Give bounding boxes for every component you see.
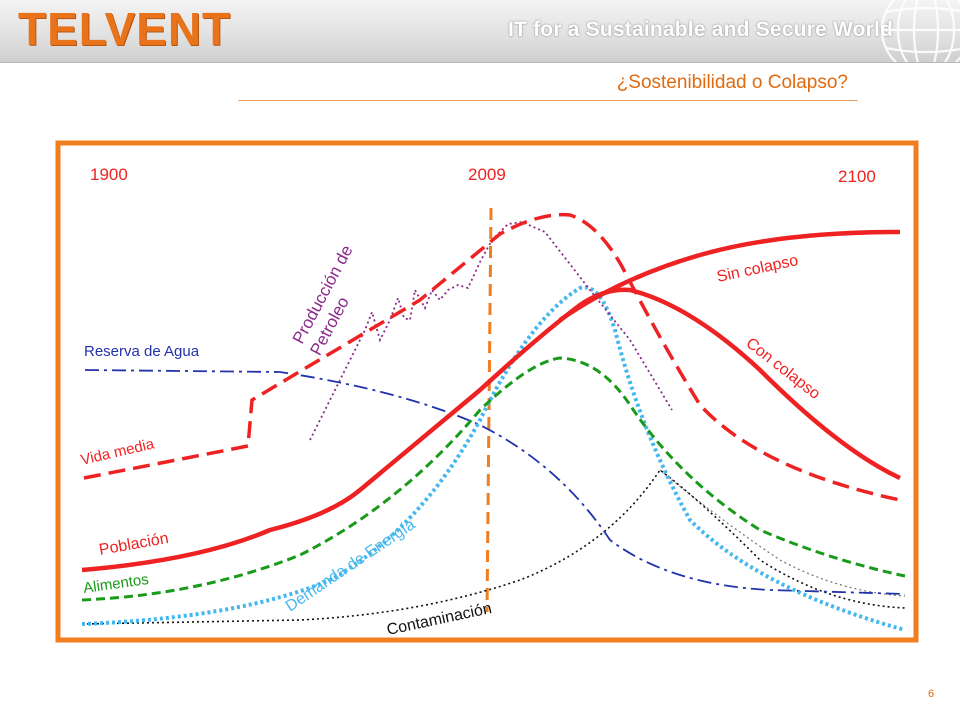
current-year-marker bbox=[485, 207, 493, 613]
slide-title: ¿Sostenibilidad o Colapso? bbox=[616, 72, 848, 93]
header-banner: TELVENT IT for a Sustainable and Secure … bbox=[0, 0, 960, 63]
tagline: IT for a Sustainable and Secure World bbox=[508, 18, 894, 41]
no-collapse-curve bbox=[558, 229, 901, 322]
year-now-label: 2009 bbox=[468, 165, 506, 184]
title-divider bbox=[238, 100, 858, 101]
energy-demand-curve bbox=[81, 285, 906, 632]
food-curve bbox=[81, 356, 906, 602]
year-start-label: 1900 bbox=[90, 165, 128, 184]
page-number: 6 bbox=[928, 688, 935, 700]
water-reserve-label: Reserva de Agua bbox=[84, 343, 200, 360]
pollution-curve-branch bbox=[659, 469, 906, 597]
year-end-label: 2100 bbox=[838, 167, 876, 186]
globe-grid-icon bbox=[880, 0, 960, 62]
population-curve bbox=[81, 287, 901, 573]
telvent-logo: TELVENT bbox=[18, 3, 232, 55]
diagram-frame bbox=[55, 140, 919, 643]
